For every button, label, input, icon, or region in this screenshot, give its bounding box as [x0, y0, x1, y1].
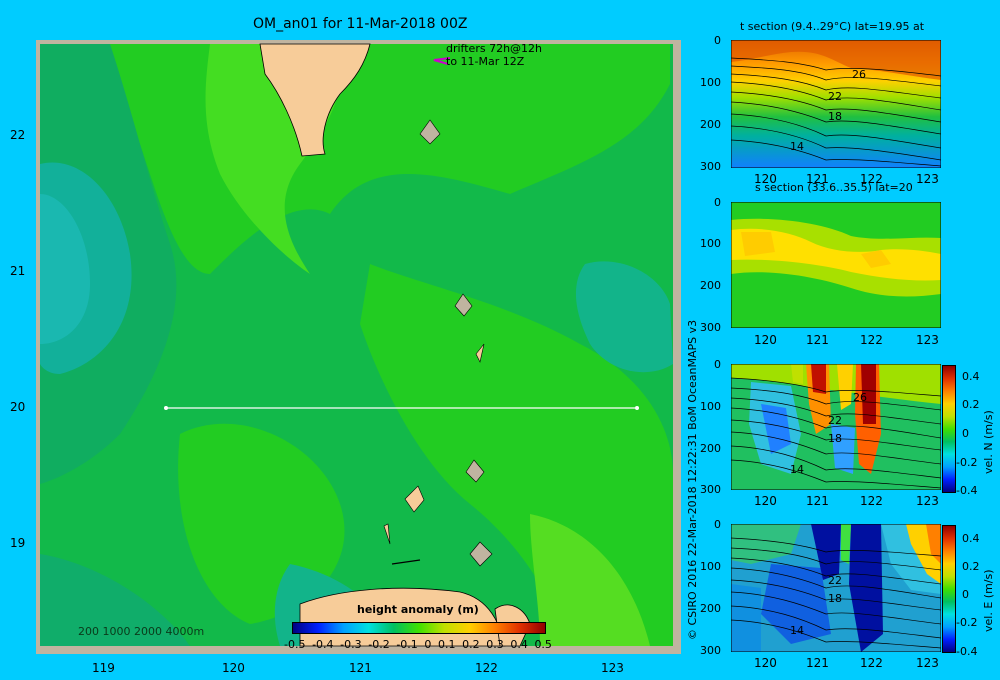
p2-lon-tick-120: 120	[754, 333, 777, 347]
t-contour-label-26: 26	[852, 68, 866, 81]
lon-tick-123: 123	[601, 661, 624, 675]
colorbar-tick: 0.2	[462, 638, 480, 651]
s-section-panel	[731, 202, 941, 328]
ve-contour-label-14: 14	[790, 624, 804, 637]
p4-depth-tick-300: 300	[700, 644, 721, 657]
p1-lon-tick-121: 121	[806, 172, 829, 186]
map-title: OM_an01 for 11-Mar-2018 00Z	[253, 16, 468, 32]
vel-e-tick-0.2: 0.2	[962, 560, 980, 573]
p1-depth-tick-300: 300	[700, 160, 721, 173]
vel-n-section-panel	[731, 364, 941, 490]
s-section-title: s section (33.6..35.5) lat=20	[755, 181, 913, 194]
p3-lon-tick-120: 120	[754, 494, 777, 508]
p4-depth-tick-0: 0	[714, 518, 721, 531]
p1-depth-tick-200: 200	[700, 118, 721, 131]
p1-depth-tick-100: 100	[700, 76, 721, 89]
p3-depth-tick-300: 300	[700, 483, 721, 496]
vn-contour-label-26: 26	[853, 391, 867, 404]
p2-depth-tick-300: 300	[700, 321, 721, 334]
colorbar-tick: 0.1	[438, 638, 456, 651]
p3-depth-tick-200: 200	[700, 442, 721, 455]
colorbar-tick: -0.4	[312, 638, 334, 651]
colorbar-ticks: -0.5 -0.4 -0.3 -0.2 -0.1 0 0.1 0.2 0.3 0…	[284, 638, 552, 651]
height-anomaly-colorbar	[292, 622, 546, 634]
ve-contour-label-22: 22	[828, 574, 842, 587]
colorbar-tick: 0	[424, 638, 432, 651]
p2-depth-tick-200: 200	[700, 279, 721, 292]
p2-depth-tick-100: 100	[700, 237, 721, 250]
p3-lon-tick-123: 123	[916, 494, 939, 508]
lon-tick-122: 122	[475, 661, 498, 675]
vel-e-tick-m0.2: -0.2	[956, 616, 978, 629]
colorbar-tick: -0.1	[396, 638, 418, 651]
vel-n-tick-0.4: 0.4	[962, 370, 980, 383]
drifters-label-line1: drifters 72h@12h	[446, 42, 543, 55]
t-contour-label-14: 14	[790, 140, 804, 153]
p2-lon-tick-121: 121	[806, 333, 829, 347]
p1-depth-tick-0: 0	[714, 34, 721, 47]
p1-lon-tick-122: 122	[860, 172, 883, 186]
colorbar-tick: -0.3	[340, 638, 362, 651]
p4-depth-tick-200: 200	[700, 602, 721, 615]
lat-tick-19: 19	[10, 536, 26, 550]
p3-depth-tick-0: 0	[714, 358, 721, 371]
vel-n-tick-0: 0	[962, 427, 969, 440]
vn-contour-label-18: 18	[828, 432, 842, 445]
p4-lon-tick-123: 123	[916, 656, 939, 670]
lat-tick-20: 20	[10, 400, 26, 414]
lon-tick-119: 119	[92, 661, 115, 675]
p4-depth-tick-100: 100	[700, 560, 721, 573]
p2-lon-tick-122: 122	[860, 333, 883, 347]
vel-e-section-panel	[731, 524, 941, 652]
depth-legend: 200 1000 2000 4000m	[78, 625, 205, 638]
t-contour-label-18: 18	[828, 110, 842, 123]
vn-contour-label-14: 14	[790, 463, 804, 476]
ve-contour-label-18: 18	[828, 592, 842, 605]
p4-lon-tick-121: 121	[806, 656, 829, 670]
height-anomaly-map	[36, 40, 681, 654]
vn-contour-label-22: 22	[828, 414, 842, 427]
vel-e-tick-m0.4: -0.4	[956, 645, 978, 658]
p4-lon-tick-122: 122	[860, 656, 883, 670]
colorbar-tick: 0.5	[534, 638, 552, 651]
colorbar-title: height anomaly (m)	[357, 603, 479, 616]
colorbar-tick: 0.3	[486, 638, 504, 651]
colorbar-tick: -0.5	[284, 638, 306, 651]
vel-e-label: vel. E (m/s)	[982, 569, 995, 632]
p1-lon-tick-123: 123	[916, 172, 939, 186]
p3-lon-tick-122: 122	[860, 494, 883, 508]
vel-e-tick-0: 0	[962, 588, 969, 601]
vel-e-colorbar	[942, 525, 956, 653]
vel-n-tick-m0.4: -0.4	[956, 484, 978, 497]
lat-tick-22: 22	[10, 128, 26, 142]
vel-n-tick-0.2: 0.2	[962, 398, 980, 411]
lon-tick-120: 120	[222, 661, 245, 675]
vel-n-label: vel. N (m/s)	[982, 410, 995, 474]
p3-lon-tick-121: 121	[806, 494, 829, 508]
p1-lon-tick-120: 120	[754, 172, 777, 186]
t-section-title: t section (9.4..29°C) lat=19.95 at	[740, 20, 925, 33]
t-section-panel	[731, 40, 941, 168]
lat-tick-21: 21	[10, 264, 26, 278]
colorbar-tick: 0.4	[510, 638, 528, 651]
vel-n-tick-m0.2: -0.2	[956, 456, 978, 469]
p2-depth-tick-0: 0	[714, 196, 721, 209]
colorbar-tick: -0.2	[368, 638, 390, 651]
p2-lon-tick-123: 123	[916, 333, 939, 347]
p3-depth-tick-100: 100	[700, 400, 721, 413]
lon-tick-121: 121	[349, 661, 372, 675]
drifters-label-line2: to 11-Mar 12Z	[446, 55, 525, 68]
vel-n-colorbar	[942, 365, 956, 493]
t-contour-label-22: 22	[828, 90, 842, 103]
credit-text: © CSIRO 2016 22-Mar-2018 12:22:31 BoM Oc…	[686, 319, 699, 640]
p4-lon-tick-120: 120	[754, 656, 777, 670]
vel-e-tick-0.4: 0.4	[962, 532, 980, 545]
